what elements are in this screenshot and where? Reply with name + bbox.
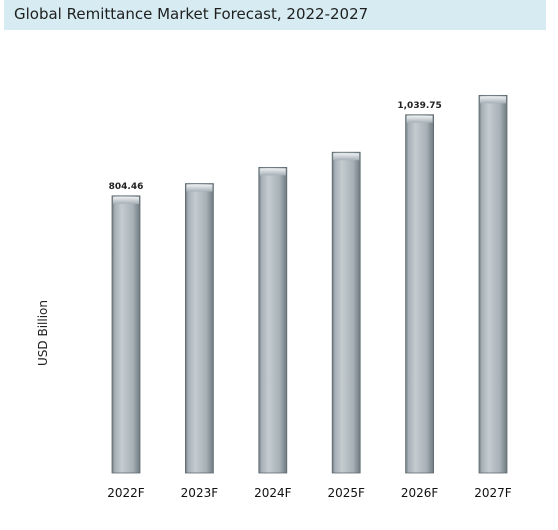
data-label-2026F: 1,039.75 bbox=[397, 101, 441, 111]
bar-body bbox=[331, 151, 361, 474]
bar-body bbox=[405, 114, 435, 474]
title-bar: Global Remittance Market Forecast, 2022-… bbox=[4, 0, 546, 30]
bar-bevel-top bbox=[113, 196, 139, 204]
bar-2026F bbox=[405, 114, 435, 474]
bar-bevel-top bbox=[259, 168, 286, 176]
x-tick-label-2022F: 2022F bbox=[107, 486, 145, 500]
bar-2027F bbox=[478, 94, 508, 474]
bar-body bbox=[184, 183, 214, 474]
bar-2024F bbox=[258, 166, 288, 474]
chart-title: Global Remittance Market Forecast, 2022-… bbox=[14, 5, 369, 23]
bar-body bbox=[478, 94, 508, 474]
bar-2023F bbox=[184, 183, 214, 474]
x-tick-label-2023F: 2023F bbox=[181, 486, 219, 500]
x-tick-label-2025F: 2025F bbox=[327, 486, 365, 500]
bar-2025F bbox=[331, 151, 361, 474]
bar-bevel-top bbox=[480, 96, 506, 104]
bar-body bbox=[111, 195, 141, 474]
bar-body bbox=[258, 166, 288, 474]
bar-2022F bbox=[111, 195, 141, 474]
bar-bevel-top bbox=[186, 184, 213, 192]
x-tick-label-2026F: 2026F bbox=[401, 486, 439, 500]
bar-bevel-top bbox=[406, 115, 433, 123]
bar-bevel-top bbox=[333, 153, 360, 161]
data-label-2022F: 804.46 bbox=[109, 182, 144, 192]
x-tick-label-2027F: 2027F bbox=[474, 486, 512, 500]
x-tick-label-2024F: 2024F bbox=[254, 486, 292, 500]
